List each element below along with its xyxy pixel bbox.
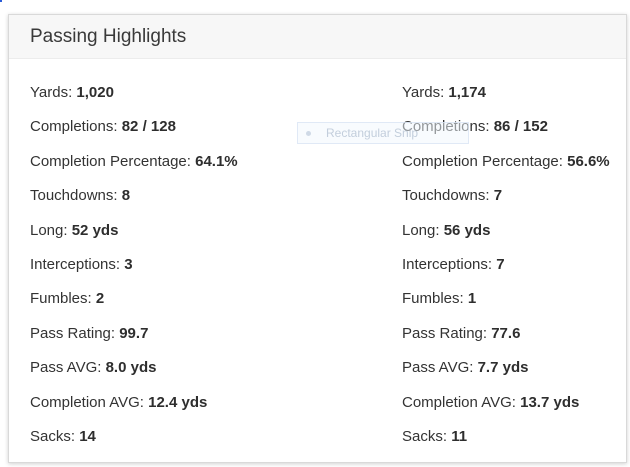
- left-stat-row: Long: 52 yds: [30, 222, 238, 256]
- left-stat-row: Sacks: 14: [30, 428, 238, 462]
- right-stat-row: Sacks: 11: [402, 428, 610, 462]
- stat-label: Pass AVG:: [402, 359, 474, 377]
- stat-label: Touchdowns:: [402, 187, 490, 205]
- stat-value: 99.7: [119, 324, 149, 342]
- left-stat-row: Touchdowns: 8: [30, 187, 238, 221]
- left-stat-row: Completions: 82 / 128: [30, 118, 238, 152]
- stat-value: 13.7 yds: [520, 393, 580, 411]
- stat-label: Pass Rating:: [402, 324, 488, 342]
- stat-label: Interceptions:: [30, 255, 121, 273]
- stat-value: 7.7 yds: [477, 359, 529, 377]
- stat-value: 82 / 128: [121, 118, 176, 136]
- corner-marker: [0, 0, 2, 2]
- stat-value: 2: [95, 290, 105, 308]
- stat-label: Pass AVG:: [30, 359, 102, 377]
- stat-value: 7: [496, 255, 505, 273]
- right-stat-row: Touchdowns: 7: [402, 187, 610, 221]
- stat-value: 64.1%: [195, 152, 238, 170]
- right-stats-column: Yards: 1,174Completions: 86 / 152Complet…: [402, 84, 610, 462]
- stat-label: Completion Percentage:: [402, 152, 563, 170]
- stat-value: 11: [451, 427, 468, 445]
- left-stat-row: Fumbles: 2: [30, 290, 238, 324]
- stat-value: 56 yds: [443, 221, 491, 239]
- left-stat-row: Completion AVG: 12.4 yds: [30, 394, 238, 428]
- stat-label: Completion Percentage:: [30, 152, 191, 170]
- right-stat-row: Pass AVG: 7.7 yds: [402, 359, 610, 393]
- stat-value: 1: [467, 290, 477, 308]
- stat-value: 1,020: [76, 84, 114, 101]
- stat-value: 8: [121, 187, 131, 205]
- stat-label: Sacks:: [30, 427, 76, 445]
- stat-value: 14: [79, 427, 96, 445]
- stat-label: Completions:: [30, 118, 118, 136]
- right-stat-row: Long: 56 yds: [402, 222, 610, 256]
- stat-value: 56.6%: [567, 152, 610, 170]
- right-stat-row: Completion AVG: 13.7 yds: [402, 394, 610, 428]
- panel-header: Passing Highlights: [9, 15, 626, 59]
- stat-value: 1,174: [448, 84, 486, 101]
- left-stat-row: Pass Rating: 99.7: [30, 325, 238, 359]
- stat-label: Sacks:: [402, 427, 448, 445]
- right-stat-row: Completion Percentage: 56.6%: [402, 153, 610, 187]
- right-stat-row: Fumbles: 1: [402, 290, 610, 324]
- stat-value: 3: [124, 255, 133, 273]
- stat-value: 12.4 yds: [148, 393, 208, 411]
- stat-value: 8.0 yds: [105, 359, 157, 377]
- passing-highlights-panel: Passing Highlights Yards: 1,020 Completio…: [8, 14, 627, 463]
- stat-value: 86 / 152: [493, 118, 548, 136]
- right-stat-row: Yards: 1,174: [402, 84, 610, 118]
- stat-label: Fumbles:: [30, 290, 92, 308]
- left-stat-row: Interceptions: 3: [30, 256, 238, 290]
- stat-label: Completion AVG:: [30, 393, 144, 411]
- left-stat-row: Pass AVG: 8.0 yds: [30, 359, 238, 393]
- left-stat-row: Completion Percentage: 64.1%: [30, 153, 238, 187]
- left-stat-row: Yards: 1,020: [30, 84, 238, 118]
- right-stat-row: Pass Rating: 77.6: [402, 325, 610, 359]
- stat-label: Interceptions:: [402, 255, 493, 273]
- stat-label: Fumbles:: [402, 290, 464, 308]
- stat-label: Long:: [30, 221, 68, 239]
- stat-label: Yards:: [30, 84, 73, 101]
- right-stat-row: Interceptions: 7: [402, 256, 610, 290]
- snip-label: Rectangular Snip: [326, 126, 419, 140]
- stat-label: Completion AVG:: [402, 393, 516, 411]
- stat-label: Yards:: [402, 84, 445, 101]
- snip-dot-icon: [306, 130, 311, 136]
- panel-title: Passing Highlights: [30, 25, 187, 47]
- stat-label: Pass Rating:: [30, 324, 116, 342]
- stat-value: 52 yds: [71, 221, 119, 239]
- left-stats-column: Yards: 1,020 Completions: 82 / 128 Complet…: [30, 84, 238, 462]
- stat-value: 77.6: [491, 324, 521, 342]
- stat-label: Touchdowns:: [30, 187, 118, 205]
- stat-label: Long:: [402, 221, 440, 239]
- rectangular-snip-overlay: Rectangular Snip: [297, 122, 469, 144]
- stat-value: 7: [493, 187, 503, 205]
